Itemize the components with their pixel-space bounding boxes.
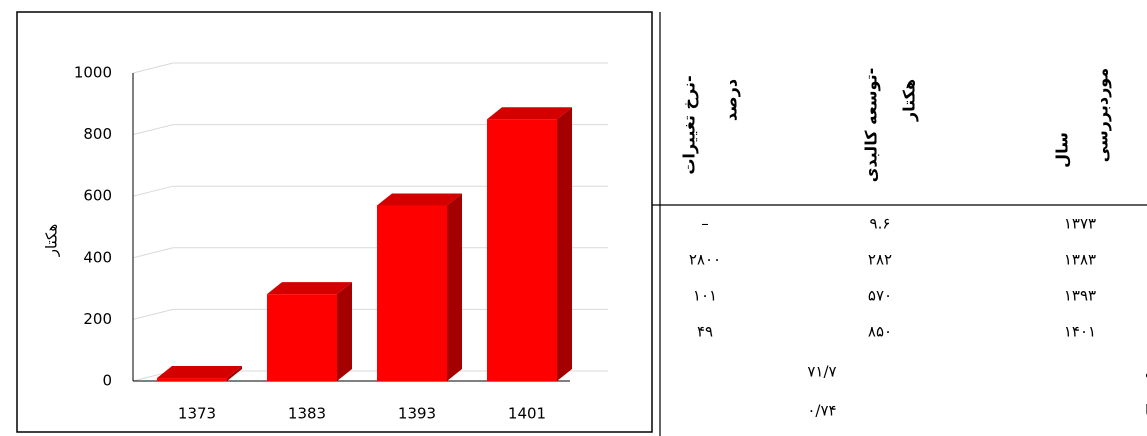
bar-top (377, 193, 462, 206)
table-cell: ۹.۶ (870, 215, 891, 233)
column-header: نرخ تغییرات- (680, 75, 699, 174)
bar-side (227, 366, 242, 381)
y-tick-label: 0 (102, 372, 112, 390)
y-tick-label: 1000 (74, 64, 112, 82)
bar-top (267, 282, 352, 295)
table-cell: ۱۳۹۳ (1064, 287, 1096, 305)
table-cell: ۱۰۱ (693, 287, 717, 305)
summary-label: صحت کلی (1145, 363, 1147, 381)
grid-line (132, 308, 608, 320)
x-tick-label: 1401 (508, 405, 546, 423)
bar (487, 119, 557, 381)
bar-top (157, 366, 242, 379)
grid-line (132, 124, 608, 136)
column-header: سال (1053, 132, 1072, 168)
chart-frame (16, 11, 653, 433)
bar-top (487, 107, 572, 120)
bar-side (557, 107, 572, 381)
table-cell: ۲۸۲ (868, 251, 892, 269)
summary-label: ضریب کاپا (1145, 402, 1147, 421)
column-header: هکتار (900, 79, 919, 122)
table-cell: ۱۳۸۳ (1064, 251, 1096, 269)
y-tick-label: 800 (83, 125, 112, 143)
table-cell: ۸۵۰ (868, 323, 892, 341)
x-tick-label: 1383 (288, 405, 326, 423)
column-header: موردبررسی (1093, 68, 1112, 162)
x-tick-label: 1373 (178, 405, 216, 423)
table-cell: ۱۳۷۳ (1064, 215, 1096, 233)
grid-line (132, 247, 608, 259)
table-cell: – (701, 215, 709, 233)
y-axis-label: هکتار (43, 224, 61, 258)
y-tick-label: 200 (83, 310, 112, 328)
table-cell: ۲۸۰۰ (689, 251, 721, 269)
y-tick-label: 400 (83, 248, 112, 266)
column-header: توسعه کالبدی- (862, 68, 881, 182)
grid-line (132, 185, 608, 197)
column-header: درصد (722, 79, 741, 121)
grid-line (132, 62, 608, 74)
table-cell: ۱۴۰۱ (1064, 323, 1096, 341)
x-tick-label: 1393 (398, 405, 436, 423)
bar (157, 378, 227, 381)
table-cell: ۵۷۰ (868, 287, 892, 305)
y-tick-label: 600 (83, 187, 112, 205)
summary-value: ۷۱/۷ (807, 363, 836, 381)
table-cell: ۴۹ (697, 323, 713, 341)
bar-side (447, 193, 462, 381)
bar-side (337, 282, 352, 381)
summary-value: ۰/۷۴ (807, 402, 836, 420)
bar (267, 294, 337, 381)
bar (377, 205, 447, 381)
